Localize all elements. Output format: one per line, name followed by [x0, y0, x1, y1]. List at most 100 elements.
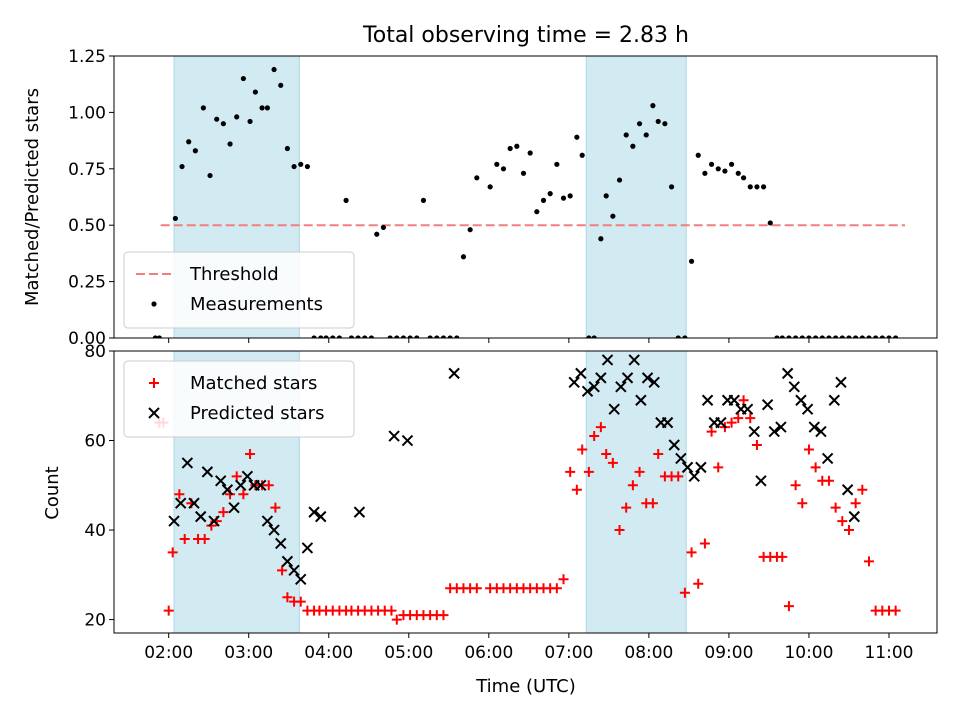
matched-star-point	[551, 583, 562, 594]
legend-measurement-swatch	[151, 301, 157, 307]
matched-star-point	[245, 448, 256, 459]
measurement-point	[853, 335, 859, 338]
matched-star-point	[571, 484, 582, 495]
measurement-point	[873, 335, 879, 338]
measurement-point	[179, 163, 185, 170]
matched-star-point	[238, 489, 249, 500]
measurement-point	[534, 209, 540, 215]
matched-star-point	[738, 395, 749, 406]
measurement-point	[819, 335, 825, 338]
predicted-star-point	[701, 394, 714, 406]
predicted-star-point	[675, 452, 687, 465]
predicted-star-point	[208, 515, 220, 527]
measurement-point	[156, 335, 162, 338]
predicted-star-point	[775, 421, 787, 433]
predicted-star-point	[876, 704, 886, 714]
measurement-point	[560, 195, 567, 201]
measurement-point	[846, 335, 852, 338]
predicted-star-point	[661, 416, 674, 429]
measurement-point	[839, 335, 845, 338]
measurement-point	[355, 335, 361, 338]
measurement-point	[747, 184, 753, 190]
predicted-star-point	[295, 573, 307, 585]
top-y-tick-label: 0.00	[68, 329, 106, 349]
measurement-point	[247, 118, 253, 125]
x-tick-label: 10:00	[784, 643, 833, 663]
predicted-star-point	[181, 457, 194, 469]
matched-star-point	[263, 480, 274, 491]
predicted-star-point	[768, 425, 780, 438]
predicted-star-point	[641, 372, 654, 384]
measurement-point	[866, 335, 872, 338]
x-axis-label: Time (UTC)	[475, 676, 576, 697]
measurement-point	[387, 335, 393, 338]
predicted-star-point	[281, 555, 294, 568]
matched-star-point	[621, 502, 632, 513]
matched-star-point	[777, 551, 788, 562]
measurement-point	[586, 335, 592, 338]
predicted-star-point	[728, 394, 740, 406]
measurement-point	[172, 215, 178, 222]
legend-label: Predicted stars	[190, 403, 324, 424]
measurement-point	[547, 191, 553, 197]
measurement-point	[643, 132, 649, 138]
measurement-point	[507, 145, 513, 152]
top-legend: Threshold Measurements	[123, 251, 355, 329]
measurement-point	[574, 134, 580, 140]
measurement-point	[514, 143, 520, 149]
measurement-point	[662, 121, 668, 127]
measurement-point	[374, 231, 380, 237]
bottom-y-tick-label: 20	[84, 611, 106, 631]
measurement-point	[616, 177, 623, 183]
measurement-point	[722, 168, 728, 174]
predicted-star-point	[628, 354, 640, 366]
predicted-star-point	[835, 376, 847, 389]
measurement-point	[735, 170, 741, 176]
measurement-point	[447, 335, 453, 338]
matched-star-point	[218, 507, 229, 518]
measurement-point	[291, 163, 297, 170]
predicted-star-point	[801, 403, 814, 415]
matched-star-point	[713, 462, 724, 473]
matched-star-point	[231, 471, 242, 482]
measurement-point	[740, 175, 747, 181]
predicted-star-point	[795, 394, 807, 406]
measurement-point	[420, 197, 427, 203]
x-tick-label: 04:00	[304, 643, 353, 663]
predicted-star-point	[194, 510, 207, 523]
legend-label: Threshold	[189, 264, 279, 285]
measurement-point	[636, 121, 643, 127]
matched-star-point	[686, 547, 697, 558]
matched-star-point	[745, 413, 756, 424]
matched-star-point	[673, 471, 684, 482]
measurement-point	[767, 220, 773, 226]
measurement-point	[467, 227, 473, 233]
bottom-legend: Matched stars Predicted stars	[123, 360, 355, 438]
predicted-star-point	[635, 394, 647, 406]
matched-star-point	[295, 596, 306, 607]
measurement-point	[668, 184, 675, 190]
measurement-point	[252, 89, 258, 95]
measurement-point	[284, 145, 291, 152]
measurement-point	[240, 75, 246, 82]
predicted-star-point	[869, 704, 879, 714]
matched-star-point	[391, 614, 402, 625]
predicted-star-point	[261, 515, 274, 527]
matched-star-point	[438, 610, 449, 621]
predicted-star-point	[568, 376, 580, 389]
measurement-point	[760, 184, 767, 190]
measurement-point	[400, 335, 407, 338]
top-marks	[152, 66, 899, 338]
predicted-star-point	[275, 537, 287, 550]
measurement-point	[779, 335, 785, 338]
measurement-point	[152, 335, 158, 338]
predicted-star-point	[388, 430, 400, 442]
predicted-star-point	[715, 416, 727, 429]
measurement-point	[893, 335, 899, 338]
matched-star-point	[783, 601, 794, 612]
measurement-point	[630, 143, 636, 149]
matched-star-point	[558, 574, 569, 585]
matched-star-point	[614, 525, 625, 536]
measurement-point	[682, 335, 688, 338]
matched-star-point	[386, 605, 397, 616]
